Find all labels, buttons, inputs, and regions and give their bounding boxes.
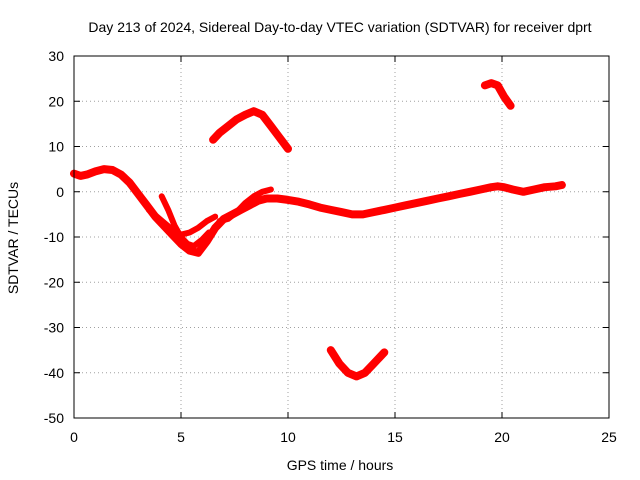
x-tick-label: 0 [70, 429, 78, 445]
ticks-layer: 0 5 10 15 20 25 -50 -40 -30 -20 -10 0 10 20 30 [44, 48, 617, 445]
x-tick-label: 15 [387, 429, 403, 445]
x-tick-label: 25 [601, 429, 617, 445]
x-axis-label: GPS time / hours [287, 457, 394, 473]
series-branch-c [216, 186, 274, 225]
x-tick-label: 20 [494, 429, 510, 445]
y-tick-label: -10 [44, 229, 64, 245]
y-tick-label: -30 [44, 320, 64, 336]
series-arc-upper-right [480, 79, 515, 110]
y-tick-label: -50 [44, 410, 64, 426]
y-tick-label: 30 [48, 48, 64, 64]
x-tick-label: 10 [280, 429, 296, 445]
y-tick-label: -40 [44, 365, 64, 381]
y-tick-label: -20 [44, 274, 64, 290]
x-tick-label: 5 [177, 429, 185, 445]
y-tick-label: 20 [48, 93, 64, 109]
series-layer [70, 79, 566, 381]
y-tick-label: 10 [48, 139, 64, 155]
series-branch-b [158, 193, 212, 250]
series-branch-a [145, 206, 219, 238]
series-arc-bottom [326, 346, 389, 381]
y-axis-label: SDTVAR / TECUs [5, 182, 21, 294]
y-tick-label: 0 [56, 184, 64, 200]
series-arc-upper-left [209, 107, 292, 153]
chart-title: Day 213 of 2024, Sidereal Day-to-day VTE… [88, 19, 591, 35]
series-main-lower [70, 165, 566, 257]
